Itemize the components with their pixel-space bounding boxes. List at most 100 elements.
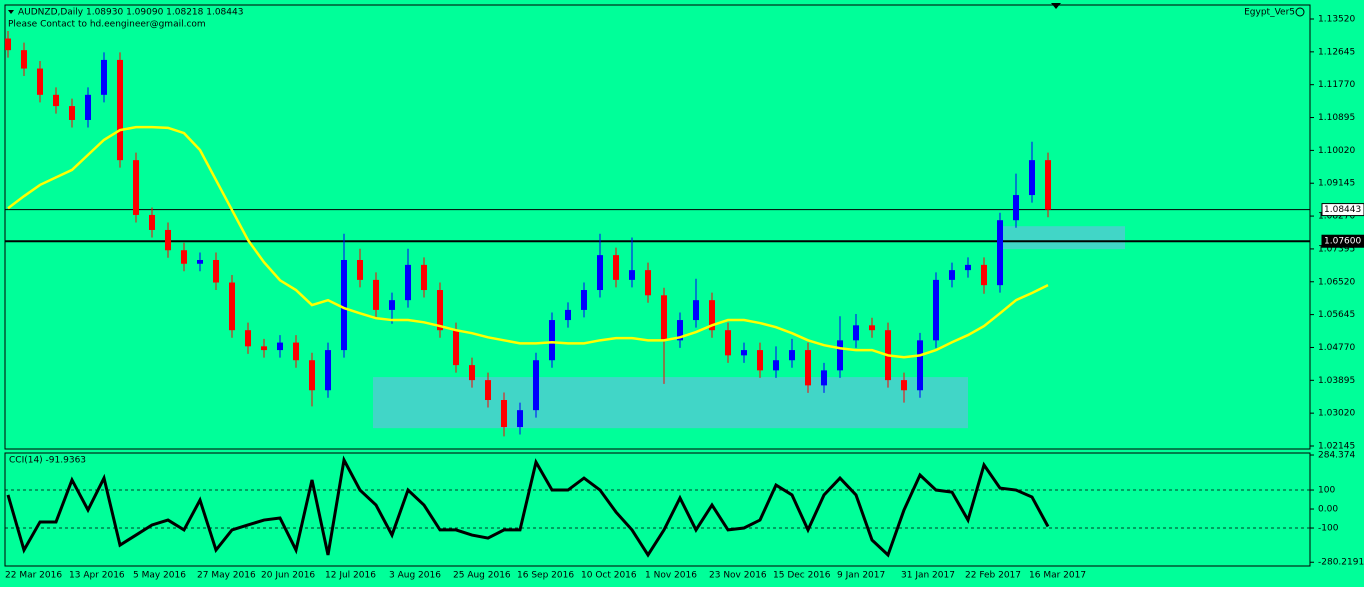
candle-body bbox=[645, 270, 651, 296]
candle-body bbox=[533, 360, 539, 411]
candle-body bbox=[469, 365, 475, 381]
candle-body bbox=[37, 68, 43, 95]
y-tick-label: 1.03020 bbox=[1318, 409, 1355, 419]
candle-body bbox=[757, 350, 763, 371]
y-tick-label: 1.06520 bbox=[1318, 277, 1355, 287]
price-label-box bbox=[1321, 234, 1364, 248]
x-tick-label: 27 May 2016 bbox=[197, 571, 256, 581]
candle-body bbox=[261, 346, 267, 351]
candle-body bbox=[965, 264, 971, 271]
x-tick-label: 16 Mar 2017 bbox=[1029, 571, 1086, 581]
x-tick-label: 20 Jun 2016 bbox=[261, 571, 315, 581]
candle-body bbox=[165, 229, 171, 251]
candle-body bbox=[693, 300, 699, 321]
x-tick-label: 13 Apr 2016 bbox=[69, 571, 125, 581]
y-tick-label: 1.05645 bbox=[1318, 310, 1355, 320]
y-tick-label: 1.03895 bbox=[1318, 376, 1355, 386]
y-tick-label: 1.10895 bbox=[1318, 113, 1355, 123]
candle-body bbox=[1013, 195, 1019, 221]
candle-body bbox=[1045, 160, 1051, 210]
y-tick-label: 1.13520 bbox=[1318, 15, 1355, 25]
candle-body bbox=[389, 300, 395, 310]
candle-body bbox=[53, 94, 59, 107]
y-tick-label: 1.10020 bbox=[1318, 146, 1355, 156]
candle-body bbox=[741, 350, 747, 356]
candle-body bbox=[453, 330, 459, 366]
y-tick-label: 0.00 bbox=[1318, 505, 1338, 515]
x-tick-label: 16 Sep 2016 bbox=[517, 571, 574, 581]
shift-marker bbox=[1051, 3, 1061, 9]
chart-subtitle: Please Contact to hd.eengineer@gmail.com bbox=[8, 20, 206, 30]
candle-body bbox=[485, 380, 491, 401]
y-tick-label: 1.12645 bbox=[1318, 47, 1355, 57]
y-tick-label: 1.04770 bbox=[1318, 343, 1355, 353]
candle-body bbox=[725, 330, 731, 356]
candle-body bbox=[949, 270, 955, 280]
zone bbox=[1000, 226, 1125, 250]
candle-body bbox=[853, 325, 859, 341]
y-tick-label: 1.09145 bbox=[1318, 179, 1355, 189]
cci-line bbox=[6, 455, 1050, 558]
y-tick-label: 1.08270 bbox=[1318, 212, 1355, 222]
candle-body bbox=[517, 410, 523, 428]
x-tick-label: 3 Aug 2016 bbox=[389, 571, 441, 581]
cci-title: CCI(14) -91.9363 bbox=[9, 456, 86, 466]
candle-body bbox=[997, 220, 1003, 286]
y-tick-label: -280.2191 bbox=[1318, 558, 1364, 568]
candle-body bbox=[437, 290, 443, 331]
candle-body bbox=[565, 309, 571, 321]
candle-body bbox=[581, 290, 587, 310]
x-tick-label: 25 Aug 2016 bbox=[453, 571, 511, 581]
candle-body bbox=[917, 340, 923, 391]
candle-body bbox=[661, 295, 667, 341]
moving-average bbox=[7, 125, 1049, 359]
menu-arrow[interactable] bbox=[8, 10, 14, 14]
y-tick-label: 1.07395 bbox=[1318, 244, 1355, 254]
candle-body bbox=[117, 59, 123, 161]
x-tick-label: 23 Nov 2016 bbox=[709, 571, 767, 581]
candle-body bbox=[821, 370, 827, 386]
candle-body bbox=[1029, 160, 1035, 196]
main-panel-frame bbox=[4, 4, 1311, 450]
candle-body bbox=[373, 279, 379, 310]
x-tick-label: 22 Mar 2016 bbox=[5, 571, 62, 581]
x-tick-label: 31 Jan 2017 bbox=[901, 571, 955, 581]
price-label: 1.07600 bbox=[1324, 237, 1361, 247]
x-tick-label: 12 Jul 2016 bbox=[325, 571, 376, 581]
tab-strip bbox=[0, 587, 1364, 593]
zone bbox=[373, 377, 968, 429]
y-tick-label: 100 bbox=[1318, 486, 1335, 496]
x-tick-label: 5 May 2016 bbox=[133, 571, 186, 581]
candle-body bbox=[325, 350, 331, 391]
candle-body bbox=[245, 330, 251, 347]
y-tick-label: 1.11770 bbox=[1318, 80, 1355, 90]
x-tick-label: 22 Feb 2017 bbox=[965, 571, 1021, 581]
candle-body bbox=[613, 255, 619, 280]
candle-body bbox=[405, 264, 411, 301]
candle-body bbox=[805, 350, 811, 386]
y-tick-label: 284.374 bbox=[1318, 451, 1355, 461]
candle-body bbox=[597, 255, 603, 291]
candle-body bbox=[981, 264, 987, 286]
candle-body bbox=[85, 94, 91, 120]
x-tick-label: 1 Nov 2016 bbox=[645, 571, 697, 581]
candle-body bbox=[229, 282, 235, 331]
candle-body bbox=[293, 342, 299, 361]
candle-body bbox=[181, 250, 187, 264]
candle-body bbox=[5, 38, 11, 51]
candle-body bbox=[709, 300, 715, 331]
price-label: 1.08443 bbox=[1324, 205, 1361, 215]
candle-body bbox=[277, 342, 283, 351]
candle-body bbox=[789, 350, 795, 361]
chart-title: AUDNZD,Daily 1.08930 1.09090 1.08218 1.0… bbox=[18, 8, 243, 18]
candle-body bbox=[101, 59, 107, 95]
candle-body bbox=[869, 325, 875, 331]
candle-body bbox=[309, 360, 315, 391]
candle-body bbox=[21, 50, 27, 69]
x-tick-label: 9 Jan 2017 bbox=[837, 571, 885, 581]
candle-body bbox=[501, 400, 507, 428]
candle-body bbox=[357, 259, 363, 280]
candle-body bbox=[149, 214, 155, 230]
